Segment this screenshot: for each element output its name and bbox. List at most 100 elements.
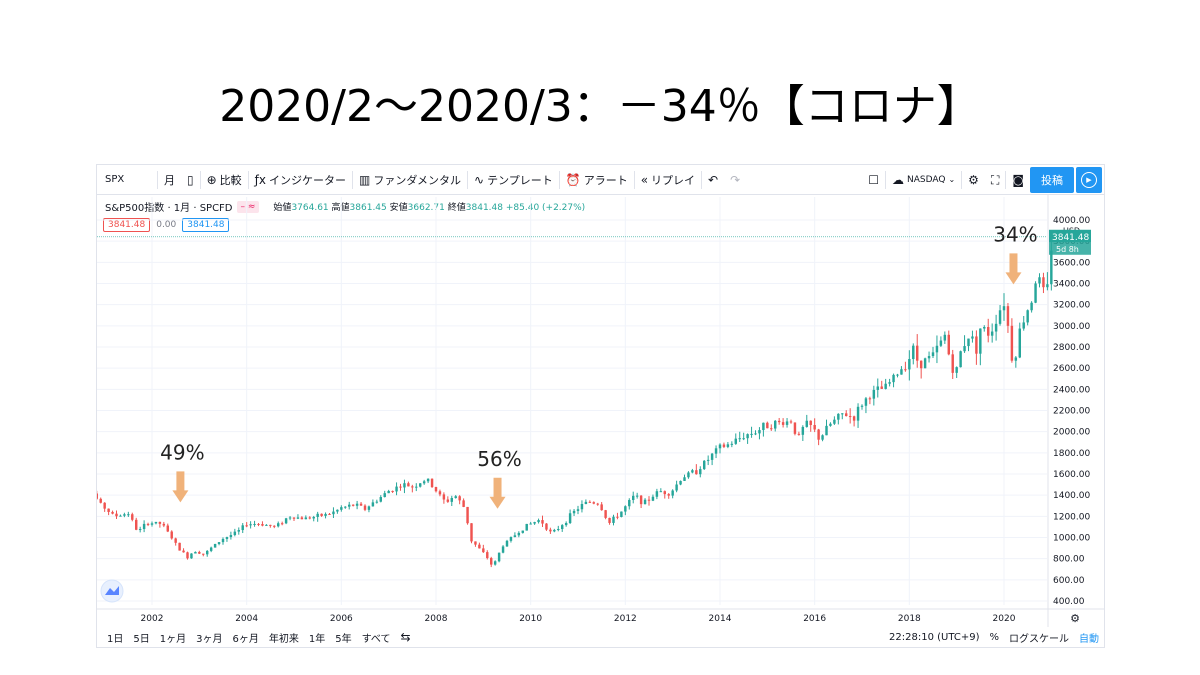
symbol-search[interactable]: SPX	[105, 174, 125, 185]
candle-body	[746, 434, 749, 439]
candle-body	[280, 523, 284, 525]
candle-body	[178, 542, 181, 551]
redo-icon: ↷	[730, 172, 741, 187]
candle-body	[766, 422, 769, 429]
countdown-label: 5d 8h	[1056, 245, 1079, 254]
candle-body	[986, 327, 990, 336]
candle-body	[292, 517, 296, 519]
candle-body	[359, 503, 363, 506]
separator	[701, 170, 703, 189]
close-value: 3841.48	[465, 203, 503, 213]
candle-body	[1050, 250, 1053, 285]
timeframe-4[interactable]: 6ヶ月	[232, 634, 259, 645]
legend-toggle[interactable]: – ≈	[236, 200, 260, 213]
spread-value: 0.00	[156, 220, 177, 230]
separator	[1005, 171, 1007, 189]
candle-body	[395, 486, 398, 492]
price-tick-label: 3400.00	[1053, 280, 1090, 290]
price-chart[interactable]: 400.00 600.00 800.00 1000.00 1200.00 1400.00 1…	[97, 187, 1104, 627]
candle-body	[300, 517, 304, 520]
fundamentals-button[interactable]: ▥ ファンダメンタル	[353, 165, 467, 195]
candle-body	[415, 486, 418, 488]
price-tick-label: 2400.00	[1053, 385, 1090, 395]
timeframe-8[interactable]: すべて	[361, 634, 391, 645]
time-tick-label: 2008	[425, 614, 448, 624]
compare-button[interactable]: ⊕ 比較	[201, 165, 248, 195]
candle-body	[458, 496, 461, 501]
auto-scale-toggle[interactable]: 自動	[1079, 634, 1099, 645]
separator	[633, 170, 635, 189]
redo-button[interactable]: ↷	[724, 165, 746, 195]
candle-body	[454, 496, 457, 499]
indicators-label: インジケーター	[269, 173, 346, 187]
candle-body	[620, 511, 623, 518]
timeframe-2[interactable]: 1ヶ月	[159, 634, 187, 645]
percent-toggle[interactable]: %	[989, 632, 999, 643]
candle-body	[115, 513, 118, 517]
candle-body	[596, 503, 599, 505]
low-value: 3662.71	[407, 203, 445, 213]
undo-button[interactable]: ↶	[702, 165, 724, 195]
templates-button[interactable]: ∿ テンプレート	[468, 165, 559, 195]
candle-body	[158, 521, 162, 524]
snapshot-button[interactable]: ◙	[1006, 165, 1030, 195]
separator	[885, 171, 886, 189]
date-range-button[interactable]: ⇆	[396, 631, 416, 644]
candle-body	[537, 520, 540, 523]
candle-body	[501, 546, 505, 553]
candle-body	[344, 506, 347, 508]
candle-body	[994, 323, 998, 332]
timeframe-6[interactable]: 1年	[308, 634, 326, 645]
candle-body	[198, 551, 201, 554]
candle-body	[1046, 284, 1049, 288]
candle-body	[639, 495, 643, 505]
post-button[interactable]: 投稿	[1030, 167, 1074, 193]
candle-body	[426, 478, 430, 482]
timeframe-0[interactable]: 1日	[107, 634, 124, 645]
candle-type-button[interactable]: ▯	[181, 165, 200, 195]
candle-body	[557, 529, 560, 531]
fullscreen-layout-button[interactable]: ☐	[862, 165, 885, 195]
time-tick-label: 2012	[614, 614, 637, 624]
indicators-button[interactable]: ƒx インジケーター	[249, 165, 352, 195]
candle-body	[225, 537, 229, 539]
play-button[interactable]: ▶	[1076, 167, 1102, 193]
timeframe-7[interactable]: 5年	[335, 634, 352, 645]
candle-body	[742, 438, 745, 440]
buy-price[interactable]: 3841.48	[182, 218, 230, 232]
interval-button[interactable]: 月	[164, 173, 175, 187]
candle-body	[97, 493, 99, 499]
axis-settings-icon[interactable]: ⚙	[1070, 612, 1080, 625]
settings-button[interactable]: ⚙	[962, 165, 985, 195]
candle-body	[888, 382, 891, 384]
price-tick-label: 400.00	[1053, 597, 1085, 607]
replay-label: リプレイ	[651, 173, 696, 187]
log-scale-toggle[interactable]: ログスケール	[1009, 634, 1069, 645]
candle-body	[186, 552, 189, 559]
candle-body	[174, 538, 177, 543]
sell-price[interactable]: 3841.48	[103, 218, 151, 232]
candle-body	[959, 351, 962, 368]
alert-button[interactable]: ⏰ アラート	[560, 165, 634, 195]
close-label: 終値	[447, 203, 466, 213]
candle-body	[931, 352, 935, 357]
separator	[352, 170, 353, 189]
candle-body	[205, 550, 209, 555]
annotation-label-2: 34%	[993, 222, 1037, 246]
candle-body	[990, 331, 994, 336]
candle-body	[856, 406, 860, 421]
timeframe-1[interactable]: 5日	[133, 634, 150, 645]
candle-body	[233, 531, 237, 536]
candle-body	[785, 421, 789, 425]
fullscreen-button[interactable]: ⛶	[985, 165, 1005, 195]
camera-icon: ◙	[1012, 173, 1024, 187]
replay-button[interactable]: «リプレイ	[635, 165, 701, 195]
candle-body	[273, 525, 276, 527]
alert-label: アラート	[583, 173, 628, 187]
timeframe-5[interactable]: 年初来	[268, 634, 299, 645]
candle-body	[714, 448, 718, 454]
candle-body	[789, 421, 793, 423]
candle-body	[722, 444, 726, 447]
timeframe-3[interactable]: 3ヶ月	[196, 634, 223, 645]
exchange-button[interactable]: ☁ NASDAQ ⌄	[886, 165, 961, 195]
